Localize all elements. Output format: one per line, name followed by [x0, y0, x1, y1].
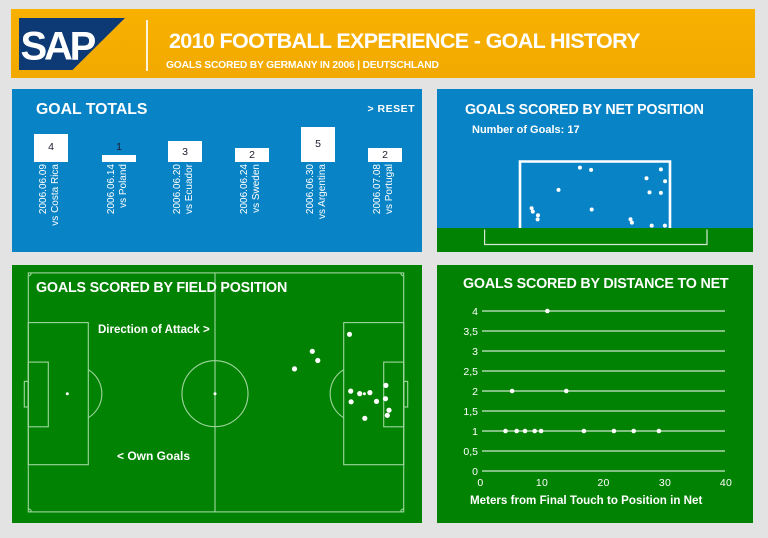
svg-text:40: 40: [720, 477, 732, 489]
svg-text:3,5: 3,5: [463, 326, 478, 338]
svg-text:SAP: SAP: [21, 25, 96, 69]
svg-text:3: 3: [472, 346, 478, 358]
svg-text:20: 20: [597, 477, 609, 489]
svg-text:0: 0: [477, 477, 483, 489]
svg-text:2: 2: [472, 386, 478, 398]
svg-text:0,5: 0,5: [463, 446, 478, 458]
svg-text:1: 1: [472, 426, 478, 438]
svg-text:1,5: 1,5: [463, 406, 478, 418]
svg-text:0: 0: [472, 466, 478, 478]
svg-text:30: 30: [659, 477, 671, 489]
svg-text:2,5: 2,5: [463, 366, 478, 378]
svg-text:10: 10: [536, 477, 548, 489]
svg-text:4: 4: [472, 306, 478, 318]
